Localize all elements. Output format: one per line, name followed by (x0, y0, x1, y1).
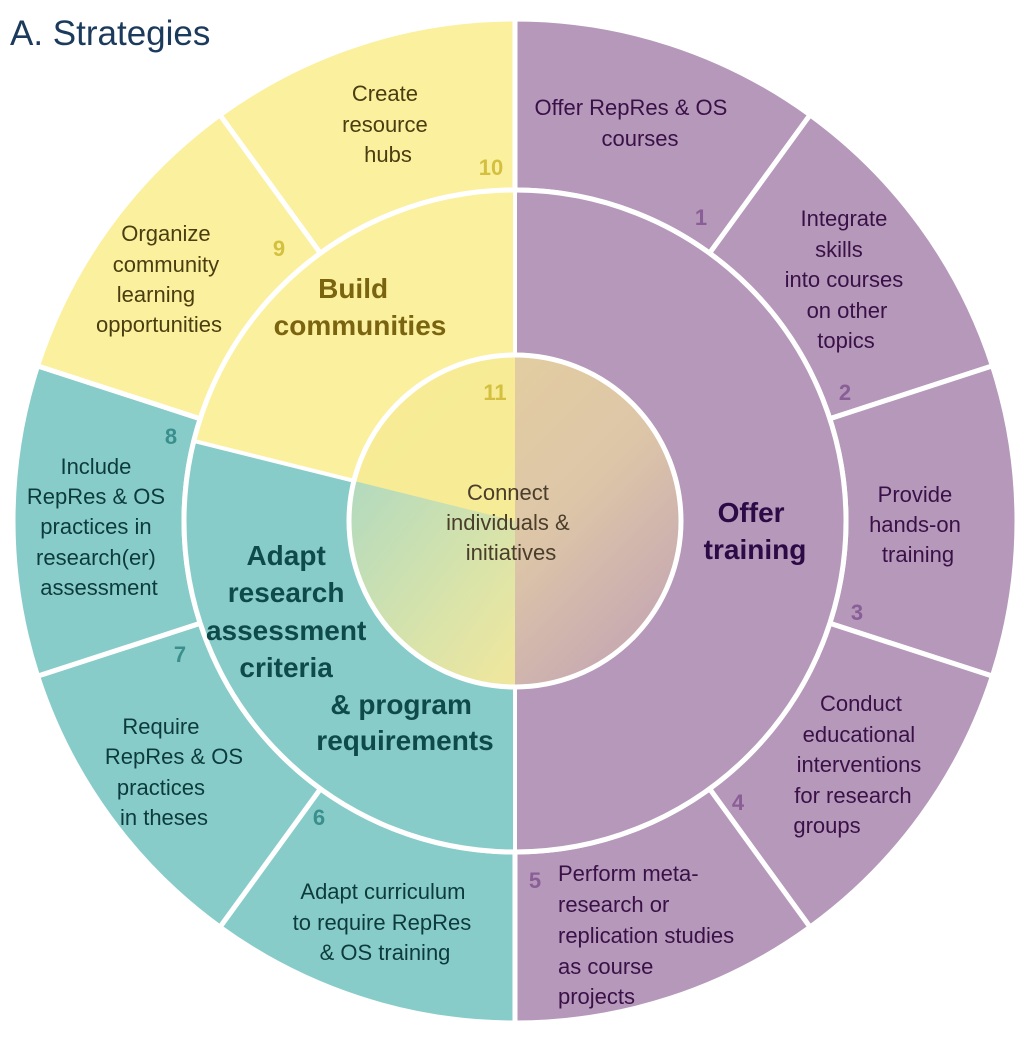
center-disc (346, 352, 684, 690)
strategy-1-label: Offer RepRes & OS courses (535, 95, 734, 151)
strategy-number-2: 2 (839, 380, 851, 405)
strategy-5-label: Perform meta- research or replication st… (558, 861, 740, 1009)
strategy-9-label: Organize community learning opportunitie… (96, 221, 225, 337)
offer-training-segment (515, 190, 846, 852)
strategy-number-5: 5 (529, 868, 541, 893)
center-teal-blend (349, 480, 515, 687)
center-yellow-blend (353, 355, 515, 521)
strategy-number-7: 7 (174, 642, 186, 667)
adapt-criteria-segment (183, 440, 515, 852)
strategy-number-10: 10 (479, 155, 503, 180)
strategy-number-6: 6 (313, 805, 325, 830)
outer-ring (10, 16, 1017, 1026)
strategy-3-label: Provide hands-on training (869, 482, 967, 567)
category-adapt-criteria: Adapt research assessment criteria & pro… (206, 540, 494, 756)
category-divider (193, 438, 355, 483)
strategy-10-label: Create resource hubs (342, 81, 434, 167)
category-build-communities: Build communities (274, 273, 447, 341)
inner-ring (181, 187, 849, 855)
strategy-11-label: Connect individuals & initiatives (446, 480, 576, 565)
strategy-number-1: 1 (695, 205, 707, 230)
figure-title: A. Strategies (10, 14, 210, 53)
strategy-number-11: 11 (483, 380, 506, 405)
middle-ring-border (181, 187, 849, 855)
strategy-2-label: Integrate skills into courses on other t… (785, 206, 910, 353)
strategy-7-label: Require RepRes & OS practices in theses (105, 714, 249, 830)
strategy-8-label: Include RepRes & OS practices in researc… (27, 454, 171, 600)
center-purple-blend (515, 355, 681, 687)
strategy-number-9: 9 (273, 236, 285, 261)
strategy-6-label: Adapt curriculum to require RepRes & OS … (293, 879, 478, 965)
build-communities-segment (193, 190, 516, 481)
center-border (346, 352, 684, 690)
category-offer-training: Offer training (704, 497, 807, 565)
strategy-number-8: 8 (165, 424, 177, 449)
strategy-4-label: Conduct educational interventions for re… (793, 691, 927, 838)
strategy-number-3: 3 (851, 600, 863, 625)
strategy-number-4: 4 (732, 790, 745, 815)
